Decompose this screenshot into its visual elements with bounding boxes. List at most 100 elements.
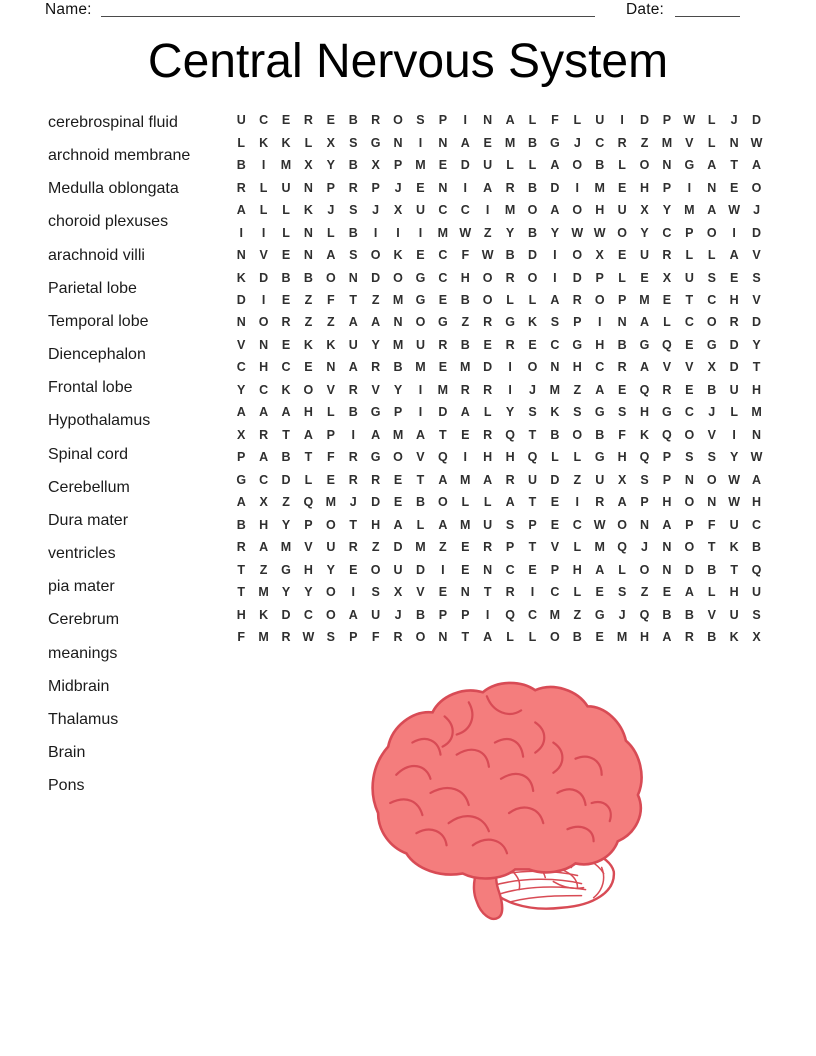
grid-letter: L <box>528 292 537 307</box>
grid-letter: C <box>572 517 582 532</box>
cerebrum-shape <box>371 681 643 880</box>
grid-letter: M <box>325 495 337 510</box>
grid-letter: T <box>483 585 492 600</box>
grid-letter: B <box>505 248 515 263</box>
grid-letter: J <box>730 113 738 128</box>
grid-letter: B <box>460 337 470 352</box>
word-list-item: Pons <box>48 777 85 795</box>
word-list: cerebrospinal fluid archnoid membrane Medu… <box>48 106 228 802</box>
grid-letter: K <box>527 315 537 330</box>
grid-letter: A <box>371 427 381 442</box>
grid-letter: W <box>593 225 606 240</box>
grid-letter: B <box>236 517 246 532</box>
grid-letter: O <box>684 540 695 555</box>
grid-letter: G <box>706 337 717 352</box>
grid-letter: S <box>707 270 716 285</box>
grid-letter: N <box>438 180 448 195</box>
grid-letter: K <box>281 135 291 150</box>
grid-letter: V <box>416 450 425 465</box>
grid-letter: N <box>483 113 493 128</box>
grid-letter: Y <box>304 585 313 600</box>
grid-letter: R <box>371 360 381 375</box>
grid-letter: Z <box>304 292 313 307</box>
grid-letter: U <box>595 113 605 128</box>
grid-letter: L <box>259 203 268 218</box>
grid-letter: F <box>237 630 246 645</box>
grid-letter: M <box>661 135 673 150</box>
grid-letter: O <box>706 315 717 330</box>
grid-letter: H <box>303 562 313 577</box>
grid-letter: N <box>259 337 269 352</box>
grid-letter: H <box>640 405 650 420</box>
grid-letter: L <box>282 203 290 218</box>
grid-letter: E <box>393 495 403 510</box>
grid-letter: D <box>371 270 381 285</box>
grid-letter: H <box>236 607 246 622</box>
grid-letter: C <box>684 405 694 420</box>
grid-letter: D <box>438 405 448 420</box>
grid-letter: L <box>304 135 313 150</box>
grid-letter: Q <box>662 427 672 442</box>
grid-letter: E <box>662 585 672 600</box>
grid-letter: B <box>752 540 762 555</box>
grid-letter: M <box>392 337 404 352</box>
grid-letter: L <box>282 225 290 240</box>
grid-letter: X <box>393 585 403 600</box>
grid-letter: L <box>685 248 694 263</box>
grid-letter: M <box>639 292 650 307</box>
grid-letter: H <box>303 405 313 420</box>
grid-letter: O <box>325 607 336 622</box>
grid-letter: N <box>393 135 403 150</box>
grid-letter: E <box>662 292 672 307</box>
grid-letter: F <box>371 630 380 645</box>
grid-letter: N <box>662 158 672 173</box>
grid-letter: O <box>258 315 269 330</box>
grid-letter: U <box>617 203 627 218</box>
grid-letter: R <box>595 495 605 510</box>
grid-letter: H <box>259 360 269 375</box>
grid-letter: J <box>349 495 357 510</box>
grid-letter: S <box>617 585 627 600</box>
grid-letter: I <box>620 113 624 128</box>
grid-letter: P <box>662 472 672 487</box>
grid-letter: I <box>575 495 580 510</box>
grid-letter: C <box>550 337 560 352</box>
grid-letter: C <box>684 315 694 330</box>
grid-letter: E <box>617 248 627 263</box>
grid-letter: U <box>595 472 605 487</box>
grid-letter: A <box>438 472 448 487</box>
grid-letter: C <box>662 225 672 240</box>
grid-letter: R <box>371 472 381 487</box>
grid-letter: Q <box>437 450 448 465</box>
grid-letter: A <box>662 630 672 645</box>
grid-letter: L <box>707 113 716 128</box>
word-list-item: Frontal lobe <box>48 379 133 397</box>
grid-letter: S <box>752 607 761 622</box>
grid-letter: A <box>236 203 246 218</box>
grid-letter: E <box>640 270 649 285</box>
word-list-item: Thalamus <box>48 710 119 728</box>
grid-letter: Z <box>573 472 582 487</box>
grid-letter: Y <box>505 405 515 420</box>
grid-letter: L <box>573 585 582 600</box>
grid-letter: N <box>640 517 650 532</box>
grid-letter: N <box>236 315 246 330</box>
grid-letter: E <box>281 337 291 352</box>
grid-letter: M <box>504 135 516 150</box>
grid-letter: L <box>506 158 514 173</box>
grid-letter: O <box>594 292 605 307</box>
grid-letter: D <box>236 292 246 307</box>
date-blank-line <box>675 16 740 17</box>
grid-letter: M <box>460 517 471 532</box>
grid-letter: L <box>327 405 335 420</box>
grid-letter: D <box>550 180 560 195</box>
grid-letter: U <box>415 203 425 218</box>
grid-letter: D <box>550 472 560 487</box>
grid-letter: T <box>304 450 313 465</box>
grid-letter: N <box>707 180 717 195</box>
grid-letter: U <box>729 517 739 532</box>
grid-letter: P <box>595 270 604 285</box>
grid-letter: E <box>595 630 604 645</box>
word-list-item: Spinal cord <box>48 445 129 463</box>
grid-letter: I <box>396 225 400 240</box>
